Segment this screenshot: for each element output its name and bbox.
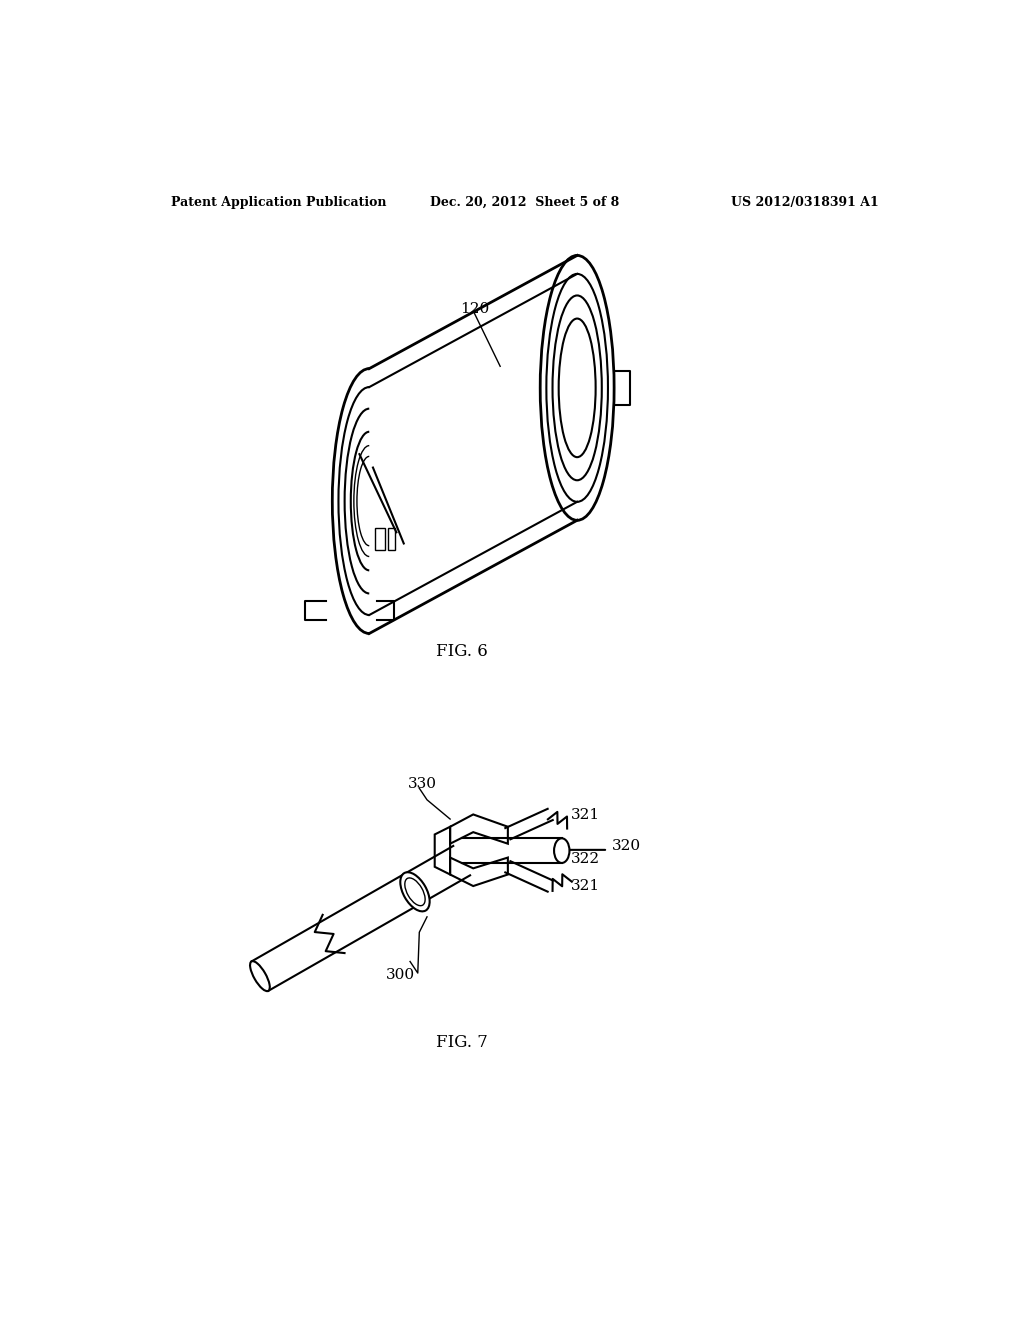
Ellipse shape <box>250 961 269 991</box>
Ellipse shape <box>554 838 569 863</box>
Text: 322: 322 <box>571 853 600 866</box>
Text: 300: 300 <box>385 968 415 982</box>
Bar <box>388 528 395 549</box>
Text: 330: 330 <box>408 777 437 792</box>
Text: 120: 120 <box>460 301 489 315</box>
Bar <box>376 528 385 549</box>
Text: 320: 320 <box>611 840 641 853</box>
Text: Dec. 20, 2012  Sheet 5 of 8: Dec. 20, 2012 Sheet 5 of 8 <box>430 195 620 209</box>
Text: FIG. 6: FIG. 6 <box>436 643 487 660</box>
Ellipse shape <box>404 878 425 906</box>
Ellipse shape <box>400 873 430 911</box>
Text: 321: 321 <box>571 808 600 822</box>
Text: Patent Application Publication: Patent Application Publication <box>171 195 386 209</box>
Text: FIG. 7: FIG. 7 <box>436 1034 487 1051</box>
Text: 321: 321 <box>571 879 600 894</box>
Text: US 2012/0318391 A1: US 2012/0318391 A1 <box>731 195 879 209</box>
